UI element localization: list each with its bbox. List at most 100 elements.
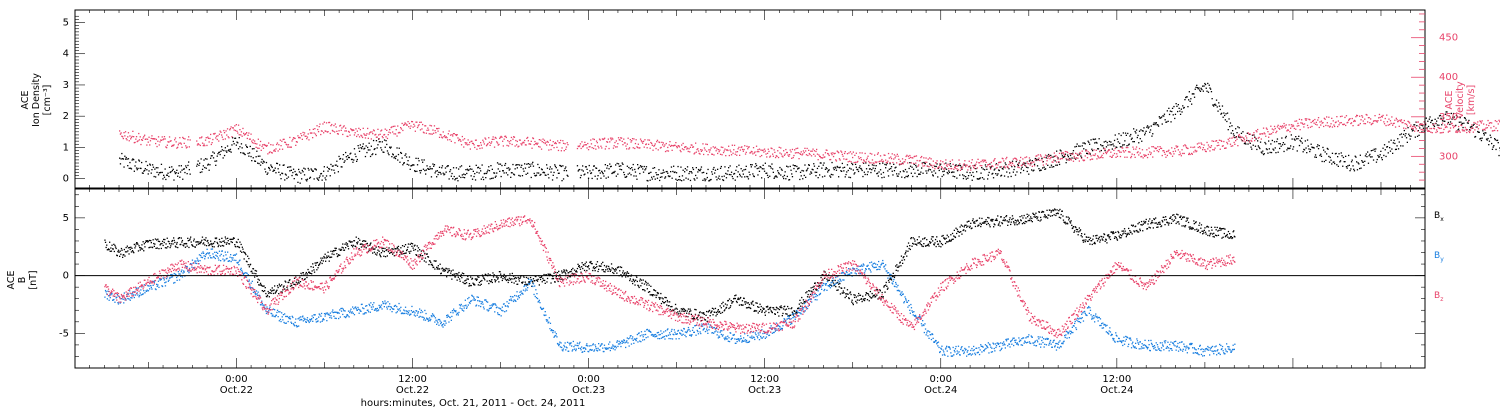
density-point [358, 148, 359, 149]
velocity-point [661, 142, 662, 143]
density-point [366, 152, 367, 153]
velocity-point [713, 154, 714, 155]
density-point [308, 168, 309, 169]
density-point [1316, 157, 1317, 158]
velocity-point [947, 164, 948, 165]
velocity-point [358, 134, 359, 135]
velocity-point [545, 142, 546, 143]
velocity-point [479, 145, 480, 146]
bx-point [460, 281, 461, 282]
bx-point [319, 263, 320, 264]
bx-point [157, 247, 158, 248]
density-point [1034, 164, 1035, 165]
density-point [1292, 149, 1293, 150]
density-point [747, 176, 748, 177]
bx-point [134, 244, 135, 245]
density-point [1363, 165, 1364, 166]
velocity-point [506, 137, 507, 138]
density-point [636, 175, 637, 176]
velocity-point [154, 138, 155, 139]
velocity-point [1041, 159, 1042, 160]
density-point [162, 172, 163, 173]
velocity-point [612, 138, 613, 139]
density-point [676, 172, 677, 173]
bx-point [219, 241, 220, 242]
velocity-point [1333, 120, 1334, 121]
bx-point [586, 270, 587, 271]
velocity-point [142, 140, 143, 141]
velocity-point [168, 142, 169, 143]
density-point [201, 158, 202, 159]
density-point [515, 168, 516, 169]
density-point [1390, 151, 1391, 152]
velocity-point [1113, 150, 1114, 151]
density-point [905, 169, 906, 170]
velocity-point [640, 139, 641, 140]
density-point [1278, 143, 1279, 144]
velocity-point [1390, 120, 1391, 121]
density-point [196, 166, 197, 167]
density-point [959, 175, 960, 176]
velocity-point [217, 135, 218, 136]
bx-point [271, 290, 272, 291]
velocity-point [198, 144, 199, 145]
density-point [526, 164, 527, 165]
velocity-point [842, 156, 843, 157]
velocity-point [661, 147, 662, 148]
bx-point [297, 283, 298, 284]
velocity-point [1253, 134, 1254, 135]
bx-point [264, 290, 265, 291]
density-point [946, 169, 947, 170]
density-point [501, 176, 502, 177]
bx-point [203, 242, 204, 243]
density-point [878, 175, 879, 176]
bx-point [562, 272, 563, 273]
density-point [1334, 163, 1335, 164]
velocity-point [1030, 164, 1031, 165]
velocity-point [608, 148, 609, 149]
bx-point [250, 264, 251, 265]
velocity-point [1319, 127, 1320, 128]
bx-point [533, 278, 534, 279]
density-point [1318, 148, 1319, 149]
velocity-point [698, 150, 699, 151]
velocity-point [659, 142, 660, 143]
bx-point [216, 237, 217, 238]
bx-point [321, 260, 322, 261]
bx-point [331, 257, 332, 258]
bx-point [223, 245, 224, 246]
velocity-point [862, 162, 863, 163]
velocity-point [1079, 160, 1080, 161]
density-point [492, 169, 493, 170]
density-point [1296, 138, 1297, 139]
density-point [209, 170, 210, 171]
velocity-point [1434, 128, 1435, 129]
density-point [1193, 93, 1194, 94]
velocity-point [616, 140, 617, 141]
bx-point [479, 282, 480, 283]
density-point [306, 180, 307, 181]
bx-point [576, 271, 577, 272]
velocity-point [255, 143, 256, 144]
velocity-point [202, 143, 203, 144]
density-point [184, 168, 185, 169]
density-point [1126, 145, 1127, 146]
density-point [313, 171, 314, 172]
density-point [283, 164, 284, 165]
velocity-point [468, 144, 469, 145]
density-point [179, 177, 180, 178]
density-point [628, 167, 629, 168]
velocity-point [516, 144, 517, 145]
velocity-point [377, 137, 378, 138]
velocity-point [1349, 118, 1350, 119]
velocity-point [362, 137, 363, 138]
bx-point [255, 270, 256, 271]
density-point [319, 177, 320, 178]
velocity-point [699, 153, 700, 154]
density-point [1066, 159, 1067, 160]
density-point [1233, 133, 1234, 134]
bx-point [188, 247, 189, 248]
density-point [773, 172, 774, 173]
density-point [699, 170, 700, 171]
density-point [545, 175, 546, 176]
